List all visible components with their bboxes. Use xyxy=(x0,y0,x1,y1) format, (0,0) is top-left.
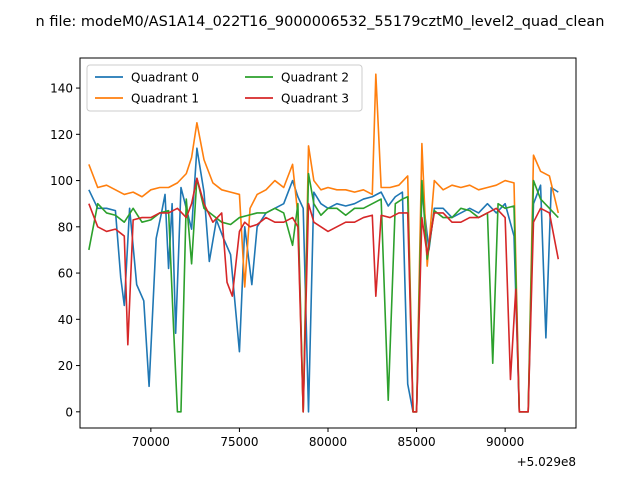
x-tick-label: 75000 xyxy=(220,435,258,449)
y-tick-label: 0 xyxy=(65,405,73,419)
series-line-quadrant-2 xyxy=(88,172,559,413)
x-tick-label: 85000 xyxy=(397,435,435,449)
legend-label-quadrant-1: Quadrant 1 xyxy=(131,92,199,106)
x-tick-label: 80000 xyxy=(309,435,347,449)
y-tick-label: 100 xyxy=(50,174,73,188)
x-axis-offset-label: +5.029e8 xyxy=(517,455,576,469)
y-axis: 0 20 40 60 80 100 120 140 xyxy=(50,82,80,419)
legend-label-quadrant-3: Quadrant 3 xyxy=(281,92,349,106)
legend-box xyxy=(86,64,363,112)
y-tick-label: 80 xyxy=(58,220,73,234)
y-tick-label: 20 xyxy=(58,359,73,373)
x-tick-label: 70000 xyxy=(132,435,170,449)
legend-label-quadrant-0: Quadrant 0 xyxy=(131,71,199,85)
y-tick-label: 120 xyxy=(50,128,73,142)
y-tick-label: 140 xyxy=(50,82,73,96)
y-tick-label: 40 xyxy=(58,313,73,327)
y-tick-label: 60 xyxy=(58,267,73,281)
series-line-quadrant-1 xyxy=(88,73,560,413)
x-tick-label: 90000 xyxy=(486,435,524,449)
series-line-quadrant-3 xyxy=(88,177,560,413)
series-line-quadrant-0 xyxy=(88,147,559,413)
legend-label-quadrant-2: Quadrant 2 xyxy=(281,71,349,85)
series-layer xyxy=(88,73,560,413)
legend: Quadrant 0 Quadrant 1 Quadrant 2 Quadrant 3 xyxy=(86,64,363,112)
x-axis: 70000 75000 80000 85000 90000 xyxy=(132,428,524,449)
chart-title: n file: modeM0/AS1A14_022T16_9000006532_… xyxy=(36,14,605,30)
plot-area-frame xyxy=(79,57,577,429)
